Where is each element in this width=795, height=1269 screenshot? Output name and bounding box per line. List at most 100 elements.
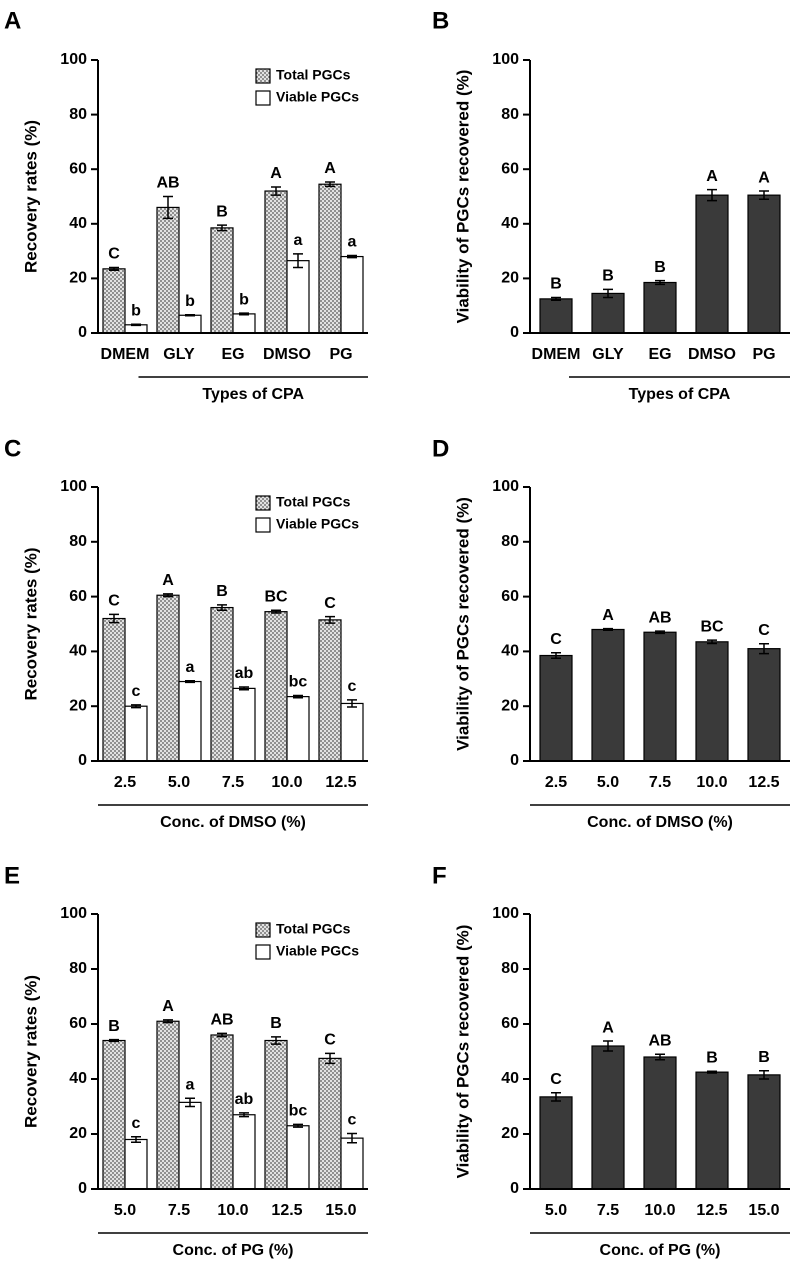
x-axis-label: Conc. of DMSO (%)	[587, 814, 733, 831]
bar	[591, 1045, 625, 1190]
error-bar	[217, 1032, 227, 1038]
error-bar	[655, 279, 665, 286]
x-tick-label: 7.5	[649, 774, 671, 791]
y-axis-label: Recovery rates (%)	[21, 975, 40, 1128]
bar	[102, 268, 126, 334]
y-tick-label: 100	[60, 51, 87, 68]
error-bar	[325, 1052, 335, 1065]
y-tick-label: 40	[69, 215, 87, 232]
bar	[747, 648, 781, 762]
y-tick-label: 40	[501, 1070, 519, 1087]
y-axis-label: Viability of PGCs recovered (%)	[453, 70, 472, 324]
error-bar	[109, 613, 119, 624]
significance-letter: B	[706, 1050, 718, 1067]
error-bar	[603, 288, 613, 299]
bar	[124, 1138, 148, 1190]
y-tick-label: 100	[492, 51, 519, 68]
significance-letter: a	[294, 232, 303, 249]
significance-letter: A	[602, 607, 614, 624]
error-bar	[603, 1040, 613, 1052]
x-tick-label: GLY	[163, 346, 195, 363]
error-bar	[551, 296, 561, 301]
significance-letter: a	[186, 659, 195, 676]
significance-letter: C	[758, 622, 770, 639]
significance-letter: A	[706, 168, 718, 185]
bar	[156, 594, 180, 762]
x-axis-label: Conc. of PG (%)	[600, 1242, 721, 1259]
error-bar	[131, 323, 141, 327]
significance-letter: b	[239, 291, 249, 308]
x-tick-label: 2.5	[545, 774, 567, 791]
x-tick-label: 15.0	[748, 1202, 779, 1219]
bar	[264, 1039, 288, 1190]
significance-letter: AB	[648, 609, 671, 626]
significance-letter: ab	[235, 665, 254, 682]
significance-letter: c	[348, 1112, 357, 1129]
error-bar	[347, 699, 357, 708]
error-bar	[239, 312, 249, 316]
significance-letter: A	[162, 572, 174, 589]
error-bar	[325, 181, 335, 188]
bar	[340, 1137, 364, 1190]
legend-label: Total PGCs	[276, 921, 351, 937]
error-bar	[271, 186, 281, 196]
y-tick-label: 0	[78, 752, 87, 769]
error-bar	[109, 1038, 119, 1043]
legend-swatch	[255, 517, 271, 533]
error-bar	[325, 615, 335, 624]
significance-letter: A	[602, 1019, 614, 1036]
significance-letter: B	[216, 203, 228, 220]
y-tick-label: 20	[501, 270, 519, 287]
error-bar	[217, 224, 227, 232]
error-bar	[271, 1036, 281, 1045]
legend-label: Viable PGCs	[276, 89, 359, 105]
significance-letter: bc	[289, 1103, 308, 1120]
x-tick-label: 10.0	[696, 774, 727, 791]
y-tick-label: 60	[69, 160, 87, 177]
y-tick-label: 100	[492, 905, 519, 922]
significance-letter: A	[324, 160, 336, 177]
significance-letter: c	[132, 1115, 141, 1132]
bar	[539, 298, 573, 334]
panel-letter: C	[4, 435, 21, 462]
bar	[178, 680, 202, 762]
significance-letter: c	[348, 678, 357, 695]
bar	[340, 702, 364, 762]
y-tick-label: 80	[69, 106, 87, 123]
bar	[695, 1071, 729, 1190]
error-bar	[131, 1136, 141, 1143]
x-tick-label: EG	[648, 346, 671, 363]
bar	[318, 619, 342, 762]
y-tick-label: 80	[501, 960, 519, 977]
legend-swatch	[255, 922, 271, 938]
y-axis-label: Recovery rates (%)	[21, 547, 40, 700]
error-bar	[217, 604, 227, 612]
bar	[643, 281, 677, 334]
bar	[539, 654, 573, 762]
y-tick-label: 80	[501, 533, 519, 550]
bar	[747, 1074, 781, 1190]
bar	[156, 206, 180, 334]
y-tick-label: 40	[69, 643, 87, 660]
y-tick-label: 80	[501, 106, 519, 123]
significance-letter: B	[758, 1049, 770, 1066]
x-axis-label: Conc. of PG (%)	[173, 1242, 294, 1259]
error-bar	[131, 704, 141, 709]
y-tick-label: 0	[510, 752, 519, 769]
significance-letter: A	[162, 998, 174, 1015]
bar	[591, 628, 625, 762]
bar	[178, 1101, 202, 1190]
x-tick-label: 10.0	[271, 774, 302, 791]
legend-swatch	[255, 90, 271, 106]
y-tick-label: 80	[69, 960, 87, 977]
y-tick-label: 20	[501, 697, 519, 714]
x-tick-label: PG	[752, 346, 775, 363]
y-tick-label: 60	[69, 588, 87, 605]
x-tick-label: DMEM	[101, 346, 150, 363]
error-bar	[347, 1132, 357, 1144]
x-tick-label: 5.0	[597, 774, 619, 791]
bar	[643, 631, 677, 762]
bar	[643, 1056, 677, 1190]
bar	[124, 705, 148, 762]
panel-letter: B	[432, 7, 449, 34]
